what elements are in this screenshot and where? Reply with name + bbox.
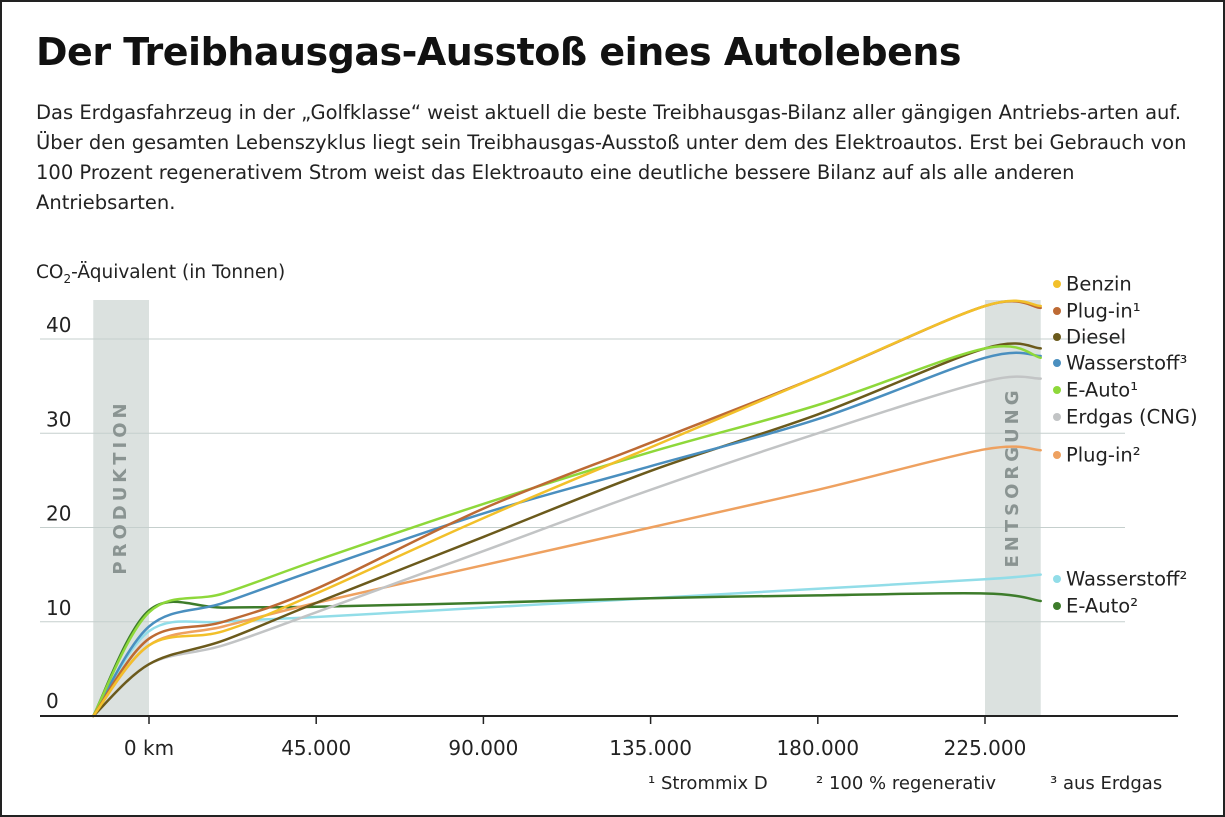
legend-marker [1053, 451, 1061, 459]
y-axis-label: CO2-Äquivalent (in Tonnen) [36, 262, 285, 286]
x-tick-label: 180.000 [776, 736, 859, 760]
legend-marker [1053, 307, 1061, 315]
series-line [92, 345, 1042, 718]
bands-layer [93, 300, 1041, 716]
series-line [92, 351, 1042, 718]
y-tick-label: 0 [46, 689, 59, 713]
grid-layer [40, 338, 1125, 623]
series-line [92, 299, 1042, 718]
legend-item: Plug-in¹ [1053, 300, 1141, 323]
y-tick-label: 30 [46, 407, 71, 431]
y-tick-label: 20 [46, 502, 71, 526]
y-tick-label: 40 [46, 313, 71, 337]
footnote: ² 100 % regenerativ [816, 773, 996, 794]
legend-item: E-Auto² [1053, 595, 1138, 618]
legend-layer: Benzin Plug-in¹ Diesel Wasserstoff³ E-Auto¹ E… [1053, 273, 1198, 618]
band-label: PRODUKTION [110, 399, 131, 574]
legend-label: Wasserstoff² [1066, 568, 1187, 591]
legend-marker [1053, 575, 1061, 583]
lines-layer [92, 299, 1042, 718]
x-tick-label: 90.000 [448, 736, 518, 760]
legend-label: E-Auto¹ [1066, 379, 1138, 402]
x-tick-label: 225.000 [944, 736, 1027, 760]
footnote: ³ aus Erdgas [1050, 773, 1162, 794]
legend-item: Wasserstoff² [1053, 568, 1187, 591]
legend-item: Diesel [1053, 326, 1126, 349]
x-tick-label: 45.000 [281, 736, 351, 760]
series-line [92, 445, 1042, 718]
legend-item: Wasserstoff³ [1053, 352, 1187, 375]
legend-label: E-Auto² [1066, 595, 1138, 618]
legend-label: Benzin [1066, 273, 1132, 296]
y-tick-label: 10 [46, 596, 71, 620]
legend-marker [1053, 602, 1061, 610]
series-line [92, 300, 1042, 718]
legend-label: Diesel [1066, 326, 1126, 349]
legend-item: Erdgas (CNG) [1053, 406, 1198, 429]
footnotes-layer: ¹ Strommix D ² 100 % regenerativ ³ aus Erd… [648, 773, 1162, 794]
axis-layer: 0 10 20 30 40 0 km 45.000 90.000 135.000 180.000 2… [40, 313, 1178, 760]
legend-label: Erdgas (CNG) [1066, 406, 1198, 429]
legend-marker [1053, 413, 1061, 421]
legend-item: Benzin [1053, 273, 1132, 296]
legend-label: Plug-in² [1066, 444, 1141, 467]
legend-item: Plug-in² [1053, 444, 1141, 467]
legend-item: E-Auto¹ [1053, 379, 1138, 402]
series-line [92, 591, 1042, 718]
series-line [92, 342, 1042, 718]
band-label: ENTSORGUNG [1002, 387, 1023, 568]
x-tick-label: 0 km [124, 736, 174, 760]
series-line [92, 375, 1042, 718]
legend-marker [1053, 386, 1061, 394]
band-entsorgung [985, 300, 1041, 716]
legend-marker [1053, 333, 1061, 341]
legend-marker [1053, 359, 1061, 367]
x-tick-label: 135.000 [609, 736, 692, 760]
band-labels-layer: PRODUKTION ENTSORGUNG [110, 387, 1023, 575]
series-line [92, 573, 1042, 718]
legend-label: Plug-in¹ [1066, 300, 1141, 323]
legend-label: Wasserstoff³ [1066, 352, 1187, 375]
page-title: Der Treibhausgas-Ausstoß eines Autoleben… [36, 30, 962, 74]
legend-marker [1053, 280, 1061, 288]
footnote: ¹ Strommix D [648, 773, 768, 794]
subtitle: Das Erdgasfahrzeug in der „Golfklasse“ w… [36, 101, 1187, 214]
